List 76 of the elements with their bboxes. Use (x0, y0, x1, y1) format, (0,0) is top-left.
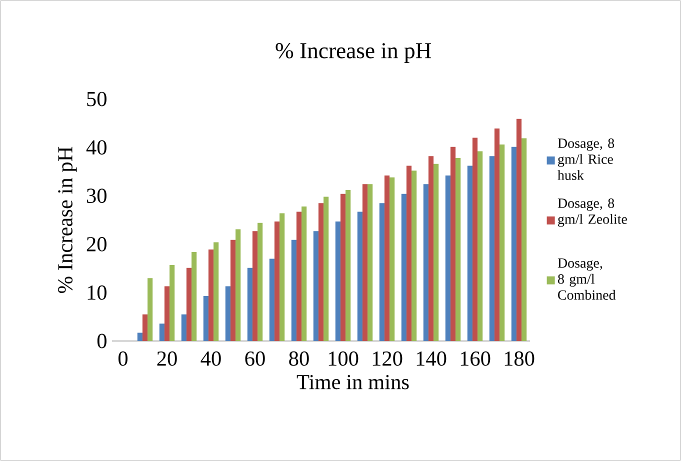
x-tick-label: 180 (504, 351, 534, 366)
bar (274, 221, 280, 341)
bar (511, 146, 516, 341)
legend-label: Dosage, 8 gm/l Zeolite (558, 198, 627, 227)
bar (148, 278, 153, 341)
bar (192, 252, 197, 341)
bar (494, 128, 500, 341)
y-tick-label: 20 (86, 237, 106, 252)
y-tick-label: 50 (87, 92, 106, 106)
bar (225, 286, 230, 341)
bar (456, 158, 461, 341)
bar (137, 332, 142, 341)
x-tick-label: 140 (416, 351, 446, 366)
x-tick-label: 60 (245, 351, 265, 366)
bar (384, 175, 390, 341)
x-axis-title: Time in mins (296, 374, 409, 390)
bar (203, 296, 208, 341)
bar (236, 229, 241, 341)
x-tick-label: 80 (289, 351, 309, 366)
bar (379, 203, 384, 341)
x-tick-label: 120 (372, 351, 402, 366)
y-tick-label: 40 (86, 140, 106, 155)
bar (247, 268, 252, 341)
bar (302, 206, 307, 341)
bar (522, 138, 527, 341)
x-tick-label: 40 (200, 351, 221, 366)
bar (318, 203, 324, 341)
bar (159, 324, 164, 341)
y-tick-label: 0 (97, 334, 106, 348)
x-tick-label: 100 (328, 351, 358, 366)
x-tick-label: 160 (460, 351, 490, 366)
bar (313, 231, 318, 341)
bar (335, 221, 340, 341)
legend-label: Dosage, 8 gm/l Rice husk (558, 138, 614, 180)
bar (269, 258, 274, 341)
bar (230, 240, 236, 341)
x-tick-label: 0 (118, 351, 128, 366)
bar (208, 250, 214, 341)
bar (164, 286, 170, 341)
bar (142, 314, 148, 341)
bar (390, 177, 395, 341)
bar (472, 138, 478, 341)
bar (296, 212, 302, 341)
y-axis-title: % Increase in pH (58, 146, 77, 294)
bar (478, 151, 483, 341)
bar (428, 156, 434, 341)
bar (357, 212, 362, 341)
bar (516, 118, 522, 341)
x-tick-label: 20 (157, 351, 177, 366)
bar (450, 146, 456, 341)
bar (280, 213, 285, 341)
y-tick-label: 10 (88, 285, 106, 300)
bar (252, 231, 258, 341)
legend-label: Dosage, 8 gm/l Combined (558, 258, 616, 300)
bar (181, 314, 186, 341)
bar (406, 166, 412, 341)
y-tick-label: 30 (86, 188, 106, 203)
bar (291, 240, 296, 341)
bar (412, 170, 417, 341)
bar (467, 166, 472, 341)
bar (423, 184, 428, 341)
bar (214, 242, 219, 341)
bar (170, 265, 175, 341)
bar (362, 184, 368, 341)
bar (445, 175, 450, 341)
bar (500, 144, 505, 341)
bar (489, 156, 494, 341)
chart-title: % Increase in pH (276, 43, 432, 63)
bar (368, 184, 373, 341)
bar (258, 222, 263, 341)
bar (401, 194, 406, 341)
bar (324, 196, 329, 341)
bar (434, 164, 439, 341)
bar (340, 194, 346, 341)
bar (186, 268, 192, 341)
bar (346, 190, 351, 341)
